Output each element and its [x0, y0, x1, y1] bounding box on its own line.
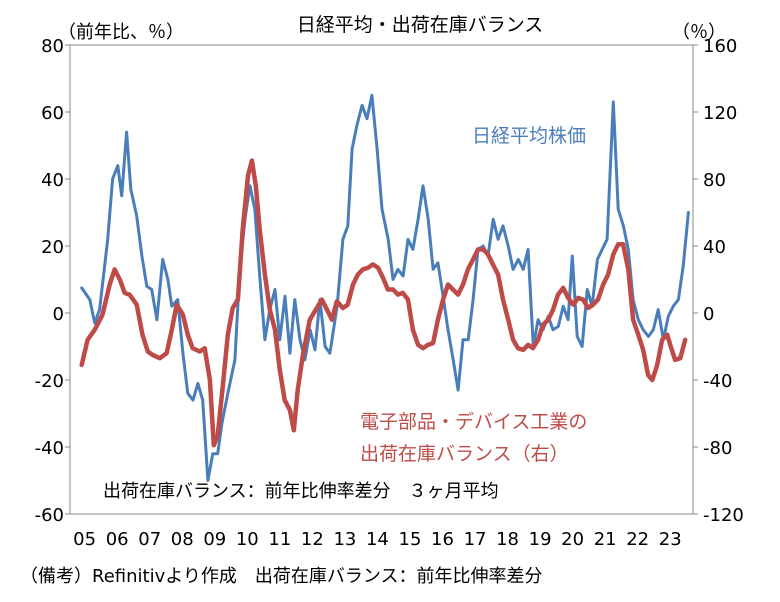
left-tick-label: 60 [41, 103, 64, 124]
x-tick-label: 19 [529, 529, 552, 550]
x-tick-label: 23 [659, 529, 682, 550]
left-tick-label: -60 [35, 505, 64, 526]
x-tick-label: 11 [268, 529, 291, 550]
left-tick-label: -20 [35, 371, 64, 392]
plot-area [69, 44, 694, 515]
legend-nikkei: 日経平均株価 [472, 125, 586, 147]
x-tick-label: 22 [626, 529, 649, 550]
right-tick-label: 0 [703, 304, 714, 325]
x-tick-label: 13 [333, 529, 356, 550]
x-tick-label: 15 [399, 529, 422, 550]
right-tick-label: -40 [703, 371, 732, 392]
right-tick-label: -120 [703, 505, 744, 526]
nikkei-line [80, 93, 690, 482]
legend-balance-line1: 電子部品・デバイス工業の [360, 411, 587, 433]
left-tick-label: 0 [53, 304, 64, 325]
right-tick-label: 160 [703, 36, 737, 57]
source-note: （備考）Refinitivより作成 出荷在庫バランス：前年比伸率差分 [20, 566, 543, 587]
left-tick-label: -40 [35, 438, 64, 459]
legend-balance-line2: 出荷在庫バランス（右） [360, 443, 569, 465]
x-tick-label: 06 [106, 529, 129, 550]
inventory-balance-line [79, 158, 688, 448]
x-tick-label: 14 [366, 529, 389, 550]
right-tick-label: 40 [703, 237, 726, 258]
left-tick-label: 80 [41, 36, 64, 57]
x-tick-label: 17 [464, 529, 487, 550]
x-tick-label: 05 [73, 529, 96, 550]
x-tick-label: 20 [561, 529, 584, 550]
chart-title: 日経平均・出荷在庫バランス [297, 14, 544, 36]
right-tick-label: -80 [703, 438, 732, 459]
x-tick-label: 12 [301, 529, 324, 550]
x-tick-label: 16 [431, 529, 454, 550]
right-tick-label: 80 [703, 170, 726, 191]
x-tick-label: 09 [203, 529, 226, 550]
x-tick-label: 10 [236, 529, 259, 550]
chart-note: 出荷在庫バランス：前年比伸率差分 ３ヶ月平均 [103, 481, 499, 502]
x-tick-label: 18 [496, 529, 519, 550]
right-axis-label: （％） [672, 22, 726, 43]
right-tick-label: 120 [703, 103, 737, 124]
left-tick-label: 20 [41, 237, 64, 258]
left-tick-label: 40 [41, 170, 64, 191]
x-tick-label: 07 [138, 529, 161, 550]
left-axis-label: （前年比、％） [58, 22, 184, 43]
x-tick-label: 21 [594, 529, 617, 550]
x-tick-label: 08 [171, 529, 194, 550]
